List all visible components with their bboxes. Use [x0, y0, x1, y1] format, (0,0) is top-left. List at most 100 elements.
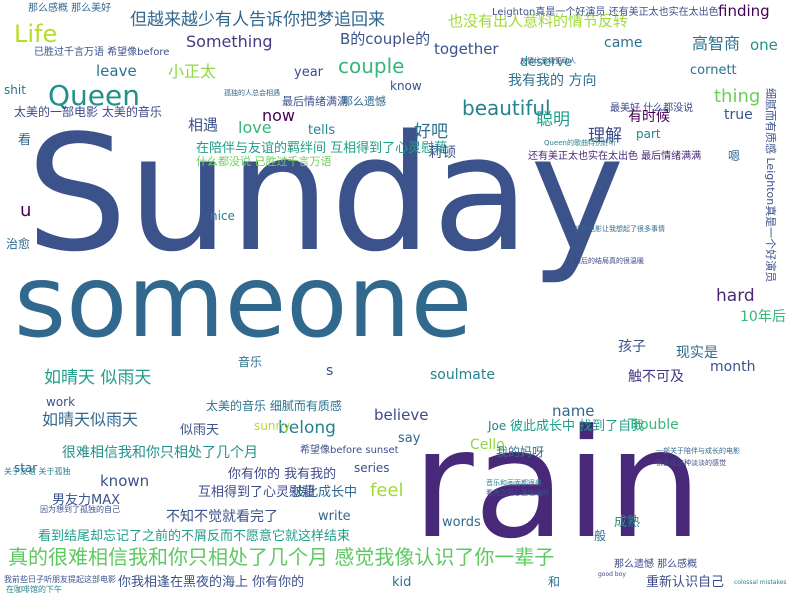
word-grow-self: 彼此成长中 找到了自我 — [510, 419, 645, 434]
word-words: words — [442, 515, 481, 530]
word-colossal-mistakes: colossal mistakes — [734, 579, 787, 586]
word-comfort: 互相得到了心灵慰藉 — [198, 485, 316, 500]
word-kid-outstanding: 还有美正太也实在太出色 最后情绪满满 — [528, 151, 702, 162]
word-now: now — [262, 106, 296, 125]
word-believe: believe — [374, 406, 429, 424]
word-unreachable: 触不可及 — [628, 369, 684, 385]
word-write: write — [318, 509, 351, 524]
word-rain: rain — [412, 398, 703, 572]
word-lonely-meet: 孤独的人总会相遇 — [224, 89, 280, 97]
word-sunny-rainy: 如晴天 似雨天 — [44, 368, 152, 388]
word-tells: tells — [308, 123, 336, 138]
word-high-iq: 高智商 — [692, 34, 741, 53]
word-series: series — [354, 461, 390, 475]
word-sunday: Sunday — [26, 100, 625, 287]
word-music: 音乐 — [238, 355, 263, 369]
word-leave: leave — [96, 62, 137, 80]
word-sunny: sunny — [254, 419, 291, 433]
word-part: part — [636, 127, 661, 141]
word-leighton-actor: Leighton真是一个好演员 还有美正太也实在太出色 — [492, 7, 719, 18]
word-regret: 那么遗憾 — [342, 95, 386, 108]
word-sea-night: 你我相逢在黑夜的海上 你有你的 — [118, 575, 305, 590]
word-month: month — [710, 359, 756, 375]
word-lonely-self: 因为想到了孤独的自己 — [40, 505, 120, 514]
word-love: love — [238, 118, 272, 137]
word-one: one — [750, 36, 778, 54]
word-year: year — [294, 65, 324, 80]
word-music-picture: 音乐和画面都很美 — [486, 479, 542, 487]
word-hard: hard — [716, 286, 755, 306]
word-hard-believe: 很难相信我和你只相处了几个月 — [62, 445, 258, 461]
word-ok: 好吧 — [414, 122, 448, 142]
word-trouble: Trouble — [628, 417, 679, 433]
word-before-sunset: 希望像before sunset — [300, 445, 399, 456]
word-sometimes: 有时候 — [628, 109, 670, 125]
word-thing: thing — [714, 86, 761, 107]
word-came: came — [604, 35, 643, 51]
word-cornett: cornett — [690, 63, 737, 78]
word-my-direction: 我有我的 方向 — [508, 73, 597, 89]
word-cafe-afternoon: 在咖啡馆的下午 — [6, 585, 62, 594]
word-kid: kid — [392, 575, 412, 590]
word-beautiful-film: 太美的一部电影 太美的音乐 — [14, 105, 162, 119]
word-finding: finding — [718, 2, 770, 20]
word-b-couple: B的couple的 — [340, 30, 431, 48]
word-oh-my: 我的妈呀 — [496, 445, 545, 459]
word-reality: 现实是 — [676, 345, 718, 361]
word-shit: shit — [4, 83, 26, 97]
word-joe: Joe — [488, 419, 507, 433]
word-together: together — [434, 40, 499, 58]
word-know: know — [390, 79, 422, 93]
word-regret-emotion: 那么遗憾 那么感概 — [614, 559, 698, 570]
word-long-phrase-1: 真的很难相信我和你只相处了几个月 感觉我像认识了你一辈子 — [8, 545, 555, 569]
word-sunny-rainy-2: 如晴天似雨天 — [42, 410, 139, 429]
word-nice: nice — [210, 209, 235, 223]
word-queen-songs: Queen的歌曲特别好听 — [544, 139, 616, 147]
word-rainy: 似雨天 — [180, 423, 220, 438]
word-name: name — [552, 402, 595, 420]
word-soulmate: soulmate — [430, 367, 495, 383]
word-queen: Queen — [48, 79, 140, 112]
word-look: 看 — [18, 133, 32, 148]
word-cello: Cello — [470, 437, 505, 453]
word-said-nothing: 什么都没说 已胜过千言万语 — [196, 155, 332, 168]
word-true: true — [724, 107, 753, 123]
word-warm-ending: 最后的结局真的很温暖 — [574, 257, 644, 265]
word-known: known — [100, 472, 150, 490]
word-reminds-me: 这部电影让我想起了很多事情 — [574, 225, 665, 233]
word-s: s — [326, 363, 334, 379]
word-little-kid: 小正太 — [168, 62, 217, 81]
word-best-said: 最美好 什么都没说 — [610, 103, 694, 114]
word-life: Life — [14, 20, 58, 48]
word-good-boy: good boy — [598, 571, 626, 578]
word-mature: 成熟 — [614, 515, 641, 530]
word-light-feeling: 很喜欢这种淡淡的感觉 — [656, 459, 726, 467]
word-someone: someone — [14, 243, 473, 360]
word-like: 般 — [594, 529, 607, 543]
word-and: 和 — [548, 575, 561, 589]
word-star: star — [14, 461, 38, 475]
word-growing: 彼此成长中 — [292, 485, 358, 500]
word-child: 孩子 — [618, 339, 646, 355]
word-couple: couple — [338, 54, 405, 78]
word-friendship-lonely: 关于友谊 关于孤独 — [4, 467, 71, 476]
word-phrase-dream: 但越来越少有人告诉你把梦追回来 — [130, 10, 385, 30]
word-warm-heart: 看完之后心里暖暖的 — [486, 489, 549, 497]
word-meet: 相遇 — [188, 116, 219, 134]
word-deserve: deserve — [520, 55, 573, 70]
word-ending: 看到结尾却忘记了之前的不屑反而不愿意它就这样结束 — [38, 529, 351, 544]
word-music-texture: 太美的音乐 细腻而有质感 — [206, 399, 342, 413]
word-friendship-love: 友情比爱情更动人 — [520, 57, 576, 65]
word-final-emotion: 最后情绪满满 — [282, 95, 348, 108]
word-belong: belong — [278, 418, 336, 438]
word-yours-mine: 你有你的 我有我的 — [228, 467, 337, 482]
word-ten-years: 10年后 — [740, 309, 786, 325]
word-u: u — [20, 200, 32, 221]
word-companionship: 在陪伴与友谊的羁绊间 互相得到了心灵慰藉 — [196, 141, 448, 156]
word-finished-unaware: 不知不觉就看完了 — [166, 509, 278, 525]
word-work: work — [46, 395, 76, 409]
word-leighton-vertical: 细腻而有质感 Leighton真是一个好演员 — [764, 88, 777, 283]
word-say: say — [398, 431, 421, 446]
word-hmm: 嗯 — [728, 149, 741, 163]
word-companion-growth: 一部关于陪伴与成长的电影 — [656, 447, 740, 455]
